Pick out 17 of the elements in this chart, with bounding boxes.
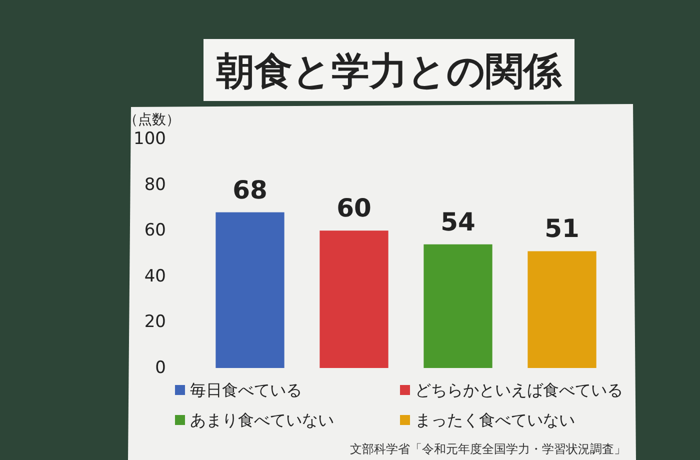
y-tick-label: 0 bbox=[155, 358, 166, 378]
chart-title: 朝食と学力との関係 bbox=[216, 49, 562, 93]
y-tick-label: 80 bbox=[144, 174, 166, 195]
source-note: 文部科学省「令和元年度全国学力・学習状況調査」 bbox=[350, 442, 626, 456]
data-label: 68 bbox=[232, 175, 268, 204]
y-axis-title: （点数） bbox=[124, 112, 180, 128]
y-tick-label: 60 bbox=[144, 220, 166, 241]
legend-label: どちらかといえば食べている bbox=[415, 380, 623, 400]
y-tick-label: 100 bbox=[134, 129, 166, 149]
data-label: 54 bbox=[440, 207, 476, 236]
legend-label: まったく食べていない bbox=[415, 410, 575, 430]
legend-label: 毎日食べている bbox=[190, 380, 302, 400]
legend-label: あまり食べていない bbox=[190, 410, 334, 430]
y-tick-label: 40 bbox=[144, 266, 166, 286]
y-tick-label: 20 bbox=[144, 312, 166, 332]
data-label: 60 bbox=[336, 194, 372, 223]
data-label: 51 bbox=[544, 214, 580, 244]
